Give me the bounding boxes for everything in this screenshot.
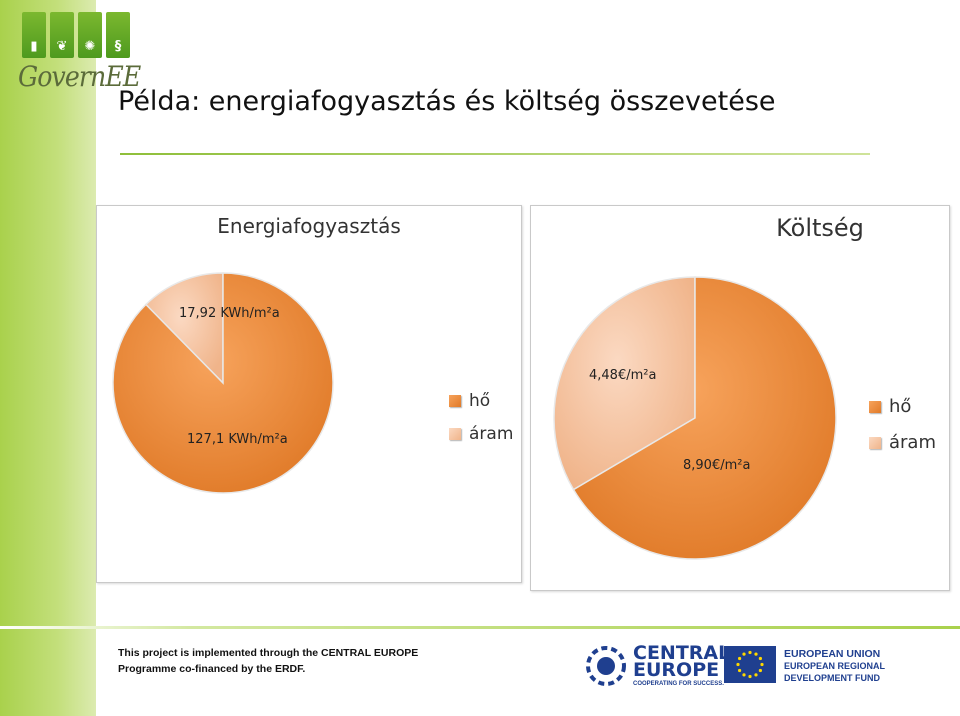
ce-tagline: COOPERATING FOR SUCCESS. [633, 681, 724, 687]
leaf-icon: ❦ [50, 12, 74, 58]
data-label-power: 17,92 KWh/m²a [179, 306, 280, 321]
cost-pie-svg [553, 276, 837, 560]
legend-swatch-power [869, 436, 881, 449]
legend-swatch-heat [869, 400, 881, 413]
central-europe-logo: CENTRAL EUROPE COOPERATING FOR SUCCESS. [585, 644, 730, 687]
logo-text: GovernEE [18, 60, 141, 93]
footer-divider [0, 626, 960, 629]
data-label-power: 4,48€/m²a [589, 368, 657, 383]
sidebar-band: ▮ ❦ ✺ § GovernEE [0, 0, 141, 716]
building-icon: ▮ [22, 12, 46, 58]
eu-stars-icon [736, 650, 764, 679]
central-europe-emblem-icon [586, 646, 626, 686]
pie-slice-power [553, 276, 696, 491]
eu-flag-icon [724, 646, 776, 683]
legend-item-power: áram [449, 424, 513, 444]
cost-chart-panel: Költség 4,48€/m²a 8,90€/m²a hő áram [530, 205, 950, 591]
legend-label-heat: hő [469, 391, 491, 411]
eu-line-2: EUROPEAN REGIONAL [784, 661, 886, 671]
footer-line-2: Programme co-financed by the ERDF. [118, 663, 306, 675]
legend-swatch-power [449, 428, 461, 440]
pie-slice-heat [112, 272, 334, 494]
eu-star-icon [748, 650, 752, 655]
energy-chart-panel: Energiafogyasztás 17,92 KWh/m²a 127,1 KW… [96, 205, 522, 583]
pie-slice-power [144, 272, 224, 385]
footer-credits: This project is implemented through the … [118, 645, 418, 677]
legend-label-heat: hő [889, 396, 912, 417]
pie-slice-heat [572, 276, 837, 560]
legend-label-power: áram [889, 432, 936, 453]
energy-pie-svg [112, 272, 334, 494]
legend-swatch-heat [449, 395, 461, 407]
ce-line-2: EUROPE [633, 659, 720, 681]
ce-line-1: CENTRAL [633, 642, 731, 664]
sun-icon: ✺ [78, 12, 102, 58]
eu-star-icon [742, 673, 746, 677]
data-label-heat: 127,1 KWh/m²a [187, 432, 288, 447]
eu-star-icon [758, 668, 762, 673]
eu-star-icon [754, 652, 758, 656]
eu-star-icon [758, 656, 762, 661]
data-label-heat: 8,90€/m²a [683, 458, 751, 473]
paragraph-icon: § [106, 12, 130, 58]
footer-line-1: This project is implemented through the … [118, 647, 419, 659]
eu-star-icon [754, 673, 758, 677]
eu-star-icon [738, 656, 742, 661]
eu-fund-label: EUROPEAN UNION EUROPEAN REGIONAL DEVELOP… [784, 648, 885, 684]
eu-star-icon [748, 674, 752, 679]
eu-star-icon [736, 662, 740, 667]
legend-item-power: áram [869, 432, 936, 453]
eu-star-icon [760, 662, 764, 667]
page-title: Példa: energiafogyasztás és költség össz… [118, 86, 776, 117]
central-europe-wordmark: CENTRAL EUROPE [633, 642, 731, 681]
legend-item-heat: hő [869, 396, 911, 417]
eu-line-3: DEVELOPMENT FUND [784, 673, 881, 683]
eu-star-icon [742, 652, 746, 656]
title-divider [120, 153, 870, 155]
energy-chart-title: Energiafogyasztás [217, 214, 401, 238]
eu-star-icon [738, 668, 742, 673]
cost-chart-title: Költség [776, 214, 864, 242]
legend-item-heat: hő [449, 391, 490, 411]
eu-line-1: EUROPEAN UNION [784, 648, 881, 660]
legend-label-power: áram [469, 424, 514, 444]
